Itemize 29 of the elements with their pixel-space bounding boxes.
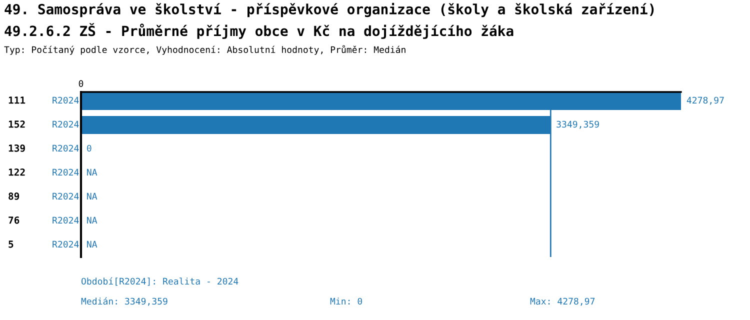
y-tick-label: 152 xyxy=(8,120,25,128)
text: R2024 xyxy=(52,216,79,224)
text: 0 xyxy=(78,80,84,87)
y-tick-label: 5 xyxy=(8,240,14,248)
text: Období[R2024]: Realita - 2024 xyxy=(82,277,238,286)
y-tick-label: 76 xyxy=(8,216,20,224)
text: NA xyxy=(87,216,98,224)
y-tick-label: 111 xyxy=(8,96,26,104)
chart-title: 49. Samospráva ve školství - příspěvkové organizace (školy a školská zařízení) xyxy=(4,2,654,18)
text: Typ: Počítaný podle vzorce, Vyhodnocení: Absolutní hodnoty, Průměr: Medián xyxy=(4,45,406,55)
text: R2024 xyxy=(52,168,79,176)
text: NA xyxy=(87,240,98,248)
text: Min: 0 xyxy=(330,298,362,305)
text: R2024 xyxy=(52,120,79,128)
data-label: 3349,359 xyxy=(556,120,599,129)
text: NA xyxy=(87,192,98,200)
y-tick-label: 89 xyxy=(8,192,20,200)
chart-subtitle: 49.2.6.2 ZŠ - Průměrné příjmy obce v Kč na dojíždějícího žáka xyxy=(4,23,514,39)
text: R2024 xyxy=(52,192,79,200)
data-label: 4278,97 xyxy=(686,96,724,105)
y-tick-label: 122 xyxy=(8,168,25,176)
text: Max: 4278,97 xyxy=(530,298,595,306)
y-tick-label: 139 xyxy=(8,144,25,152)
text: R2024 xyxy=(52,240,79,248)
text: NA xyxy=(87,168,98,176)
text: R2024 xyxy=(52,144,79,152)
text: Medián: 3349,359 xyxy=(81,297,168,306)
data-label: 0 xyxy=(87,144,92,152)
series-label: R2024 xyxy=(52,96,79,104)
